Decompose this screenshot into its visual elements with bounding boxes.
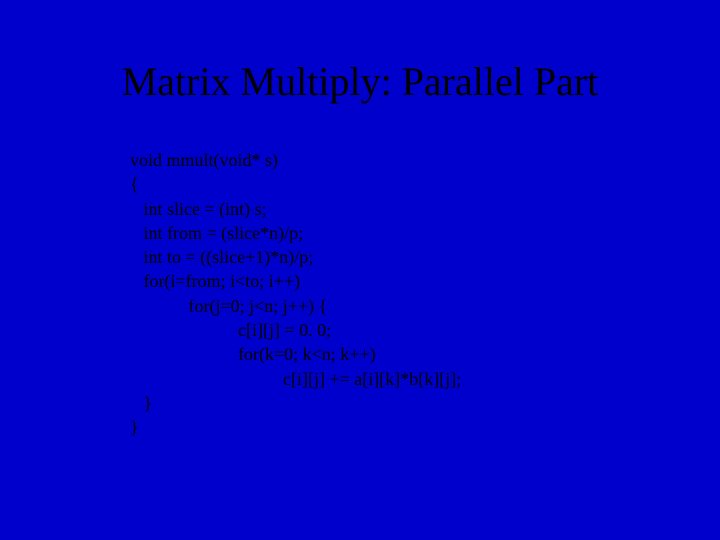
code-block: void mmult(void* s) { int slice = (int) … <box>130 148 461 440</box>
slide-title: Matrix Multiply: Parallel Part <box>0 58 720 105</box>
